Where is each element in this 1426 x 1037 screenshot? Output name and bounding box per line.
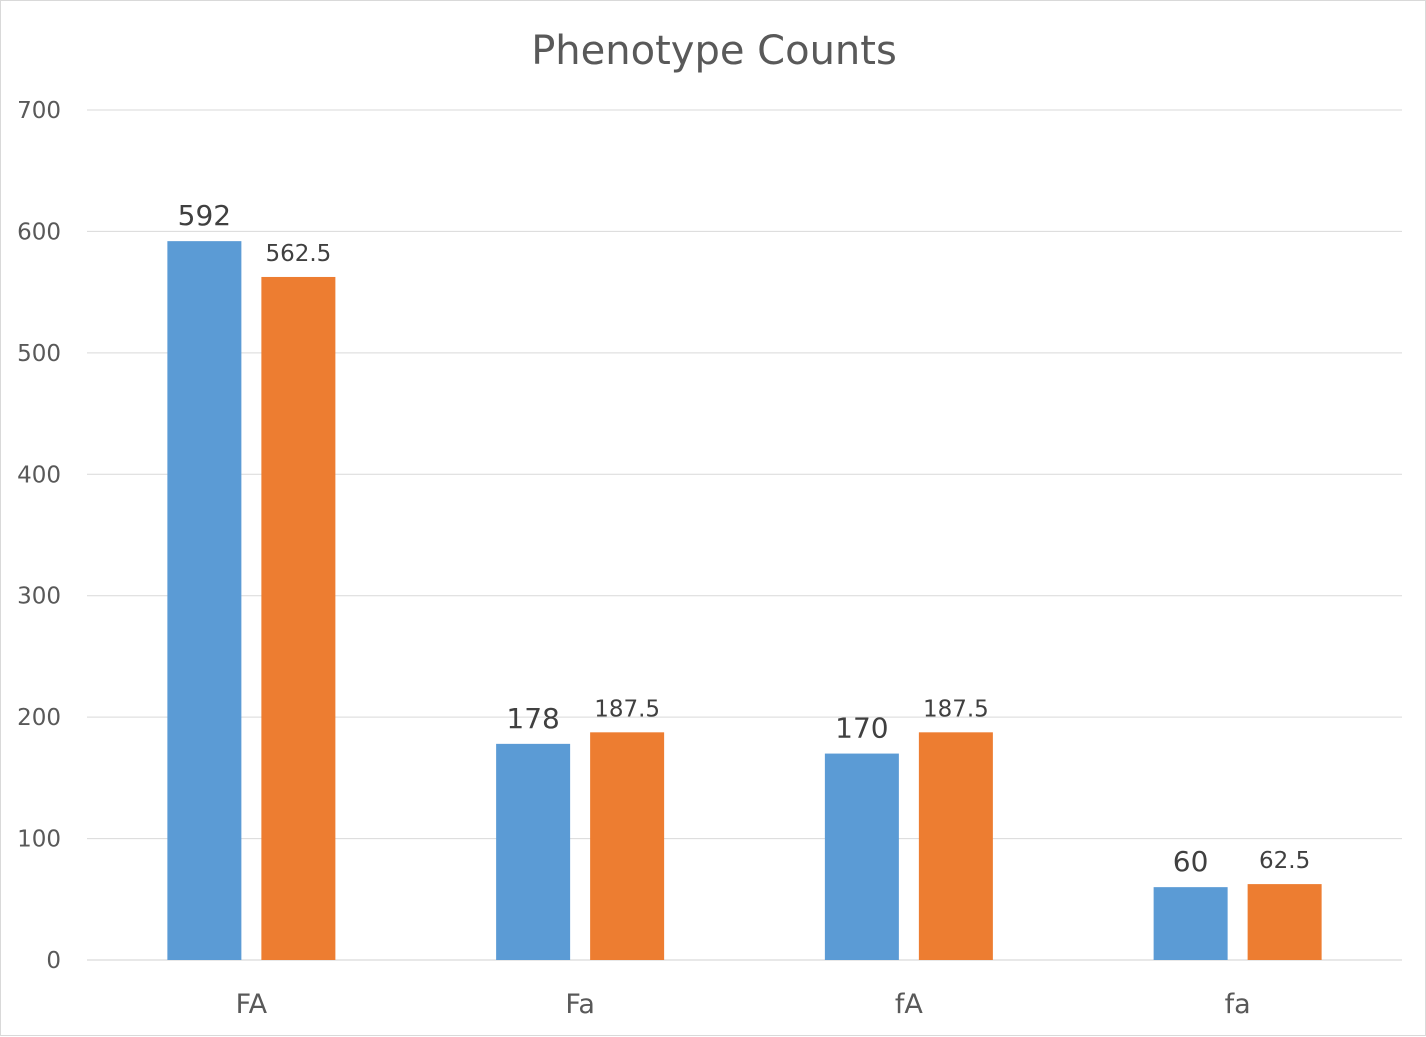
x-category-label: Fa: [565, 989, 595, 1020]
bar-series-1-Fa: [496, 743, 571, 960]
data-label: 62.5: [1259, 848, 1310, 874]
data-labels: 592 562.5 178 187.5 170 187.5 60 62.5: [178, 199, 1311, 878]
data-label: 187.5: [923, 696, 989, 722]
y-tick-label: 0: [46, 948, 61, 974]
bar-series-1-fA: [824, 753, 899, 960]
x-axis-categories: FA Fa fA fa: [236, 989, 1251, 1020]
y-tick-label: 700: [17, 98, 61, 124]
bar-series-2-fa: [1247, 884, 1322, 960]
y-tick-label: 100: [17, 827, 61, 853]
bar-series-1-FA: [167, 241, 242, 961]
data-label: 178: [506, 702, 559, 735]
data-label: 170: [835, 712, 888, 745]
bar-series-2-Fa: [590, 732, 665, 960]
x-category-label: fa: [1225, 989, 1251, 1020]
bar-series-2-fA: [918, 732, 993, 960]
bar-series-2-FA: [261, 276, 336, 960]
y-tick-label: 200: [17, 705, 61, 731]
chart-title: Phenotype Counts: [531, 28, 897, 74]
data-label: 187.5: [594, 696, 660, 722]
y-tick-label: 500: [17, 341, 61, 367]
y-tick-label: 400: [17, 462, 61, 488]
data-label: 60: [1173, 845, 1209, 878]
y-tick-label: 600: [17, 219, 61, 245]
y-tick-label: 300: [17, 584, 61, 610]
bar-series-1-fa: [1153, 887, 1228, 960]
bars: [167, 241, 1322, 961]
y-axis-ticks: 0 100 200 300 400 500 600 700: [17, 98, 61, 974]
data-label: 562.5: [265, 241, 331, 267]
data-label: 592: [178, 199, 231, 232]
x-category-label: FA: [236, 989, 268, 1020]
x-category-label: fA: [895, 989, 924, 1020]
